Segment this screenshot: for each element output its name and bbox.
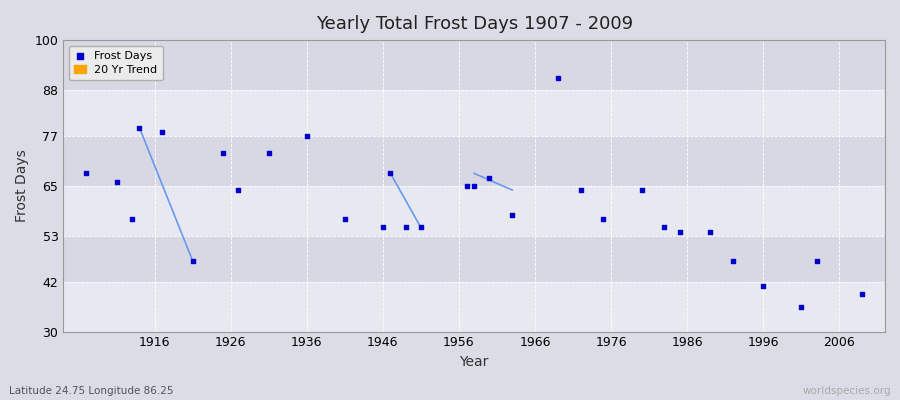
Bar	[63, 136, 885, 186]
Legend: Frost Days, 20 Yr Trend: Frost Days, 20 Yr Trend	[68, 46, 163, 80]
Bar	[63, 236, 885, 282]
Point	[132, 124, 147, 131]
Text: worldspecies.org: worldspecies.org	[803, 386, 891, 396]
Bar	[63, 40, 885, 90]
Point	[573, 187, 588, 193]
Point	[124, 216, 139, 222]
Point	[300, 133, 314, 139]
Point	[459, 183, 473, 189]
Point	[703, 228, 717, 235]
Point	[383, 170, 398, 176]
Bar	[63, 282, 885, 332]
Point	[725, 258, 740, 264]
Point	[155, 128, 169, 135]
Point	[375, 224, 390, 231]
Point	[338, 216, 352, 222]
Point	[185, 258, 200, 264]
Point	[756, 282, 770, 289]
Point	[794, 303, 808, 310]
Point	[551, 74, 565, 81]
Bar	[63, 186, 885, 236]
X-axis label: Year: Year	[460, 355, 489, 369]
Point	[597, 216, 611, 222]
Point	[467, 183, 482, 189]
Point	[657, 224, 671, 231]
Point	[855, 291, 869, 297]
Text: Latitude 24.75 Longitude 86.25: Latitude 24.75 Longitude 86.25	[9, 386, 174, 396]
Point	[262, 149, 276, 156]
Point	[809, 258, 824, 264]
Bar	[63, 90, 885, 136]
Point	[79, 170, 94, 176]
Point	[505, 212, 519, 218]
Point	[399, 224, 413, 231]
Point	[216, 149, 230, 156]
Point	[482, 174, 497, 181]
Point	[414, 224, 428, 231]
Point	[634, 187, 649, 193]
Point	[231, 187, 246, 193]
Y-axis label: Frost Days: Frost Days	[15, 150, 29, 222]
Title: Yearly Total Frost Days 1907 - 2009: Yearly Total Frost Days 1907 - 2009	[316, 15, 633, 33]
Point	[672, 228, 687, 235]
Point	[110, 178, 124, 185]
